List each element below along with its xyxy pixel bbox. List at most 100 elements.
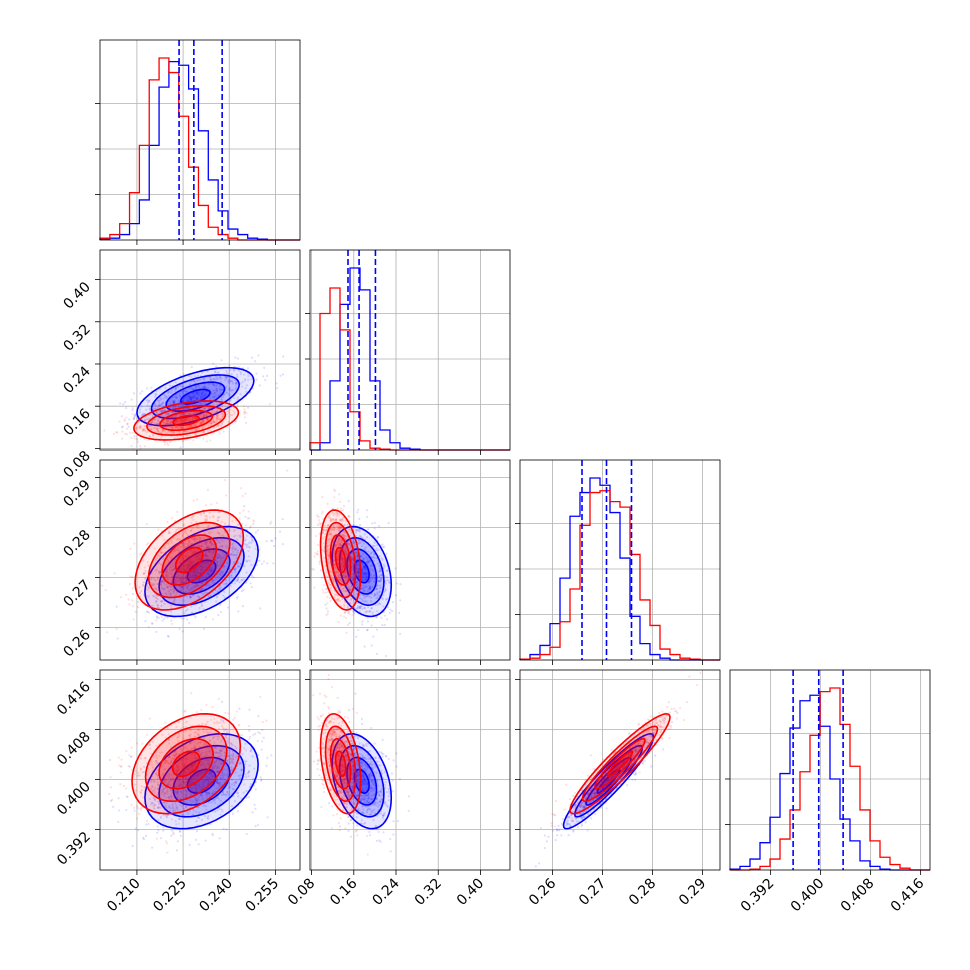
scatter-point (348, 528, 351, 531)
scatter-point (222, 396, 225, 399)
scatter-point (155, 411, 159, 415)
scatter-point (198, 537, 202, 540)
scatter-point (239, 562, 242, 565)
scatter-point (196, 774, 199, 778)
scatter-point (203, 401, 207, 404)
scatter-point (187, 567, 190, 570)
scatter-point (220, 754, 223, 757)
scatter-point (226, 392, 229, 395)
scatter-point (176, 386, 180, 389)
scatter-point (383, 623, 386, 627)
scatter-point (171, 575, 174, 579)
scatter-point (191, 813, 195, 816)
scatter-point (186, 561, 189, 564)
scatter-point (190, 387, 193, 390)
scatter-point (342, 519, 345, 522)
scatter-point (189, 412, 192, 416)
scatter-point (220, 557, 223, 560)
scatter-point (214, 810, 217, 813)
scatter-point (211, 543, 214, 546)
scatter-point (342, 566, 345, 569)
scatter-point (172, 430, 175, 433)
scatter-point (379, 578, 382, 581)
scatter-point (204, 561, 207, 564)
scatter-point (186, 586, 189, 589)
scatter-point (334, 518, 338, 521)
scatter-point (189, 398, 192, 401)
scatter-point (337, 598, 340, 601)
scatter-point (196, 428, 199, 432)
scatter-point (171, 569, 174, 572)
scatter-point (332, 526, 335, 529)
scatter-point (141, 412, 145, 415)
scatter-point (358, 594, 361, 597)
scatter-point (174, 386, 177, 389)
scatter-point (189, 424, 192, 427)
scatter-point (199, 571, 202, 575)
scatter-point (376, 543, 379, 547)
scatter-point (157, 571, 161, 574)
scatter-point (182, 781, 186, 784)
scatter-point (339, 578, 342, 581)
scatter-point (190, 559, 193, 563)
scatter-point (356, 571, 359, 574)
scatter-point (207, 418, 210, 421)
scatter-point (167, 391, 170, 394)
scatter-point (169, 425, 172, 429)
scatter-point (337, 526, 340, 529)
scatter-point (201, 798, 204, 801)
scatter-point (341, 539, 344, 542)
scatter-point (130, 398, 133, 401)
scatter-point (199, 571, 203, 574)
scatter-point (362, 552, 365, 556)
scatter-point (183, 545, 186, 549)
scatter-point (180, 418, 183, 422)
scatter-point (141, 429, 144, 433)
scatter-point (178, 418, 181, 422)
scatter-point (220, 388, 223, 392)
scatter-point (204, 395, 207, 398)
scatter-point (360, 544, 364, 548)
scatter-point (249, 525, 253, 528)
scatter-point (195, 544, 198, 547)
scatter-point (193, 411, 196, 414)
scatter-point (246, 543, 249, 546)
scatter-point (172, 401, 175, 404)
scatter-point (197, 571, 200, 575)
scatter-point (225, 410, 229, 413)
scatter-point (180, 575, 183, 578)
scatter-point (228, 393, 231, 396)
scatter-point (232, 550, 235, 553)
x-tick-label: 0.416 (888, 875, 928, 915)
scatter-point (231, 382, 235, 385)
scatter-point (245, 384, 248, 387)
contour-line (133, 400, 240, 441)
scatter-point (364, 572, 367, 575)
scatter-point (260, 748, 263, 751)
scatter-point (326, 525, 329, 528)
scatter-point (391, 609, 394, 613)
scatter-point (132, 618, 135, 621)
scatter-point (340, 557, 343, 560)
scatter-point (202, 627, 206, 630)
scatter-point (131, 587, 134, 590)
scatter-point (182, 392, 185, 396)
scatter-point (196, 397, 199, 400)
scatter-point (130, 437, 133, 440)
scatter-point (381, 598, 384, 601)
scatter-point (138, 445, 142, 448)
scatter-point (367, 581, 371, 584)
scatter-point (173, 549, 176, 553)
scatter-point (342, 504, 346, 508)
scatter-point (321, 495, 324, 499)
scatter-point (385, 654, 388, 658)
scatter-point (340, 558, 343, 561)
scatter-point (237, 578, 240, 581)
scatter-point (204, 392, 207, 396)
scatter-point (179, 577, 183, 580)
scatter-point (167, 590, 170, 593)
scatter-point (365, 600, 368, 603)
scatter-point (363, 572, 367, 575)
scatter-point (362, 574, 365, 577)
scatter-point (138, 411, 141, 414)
